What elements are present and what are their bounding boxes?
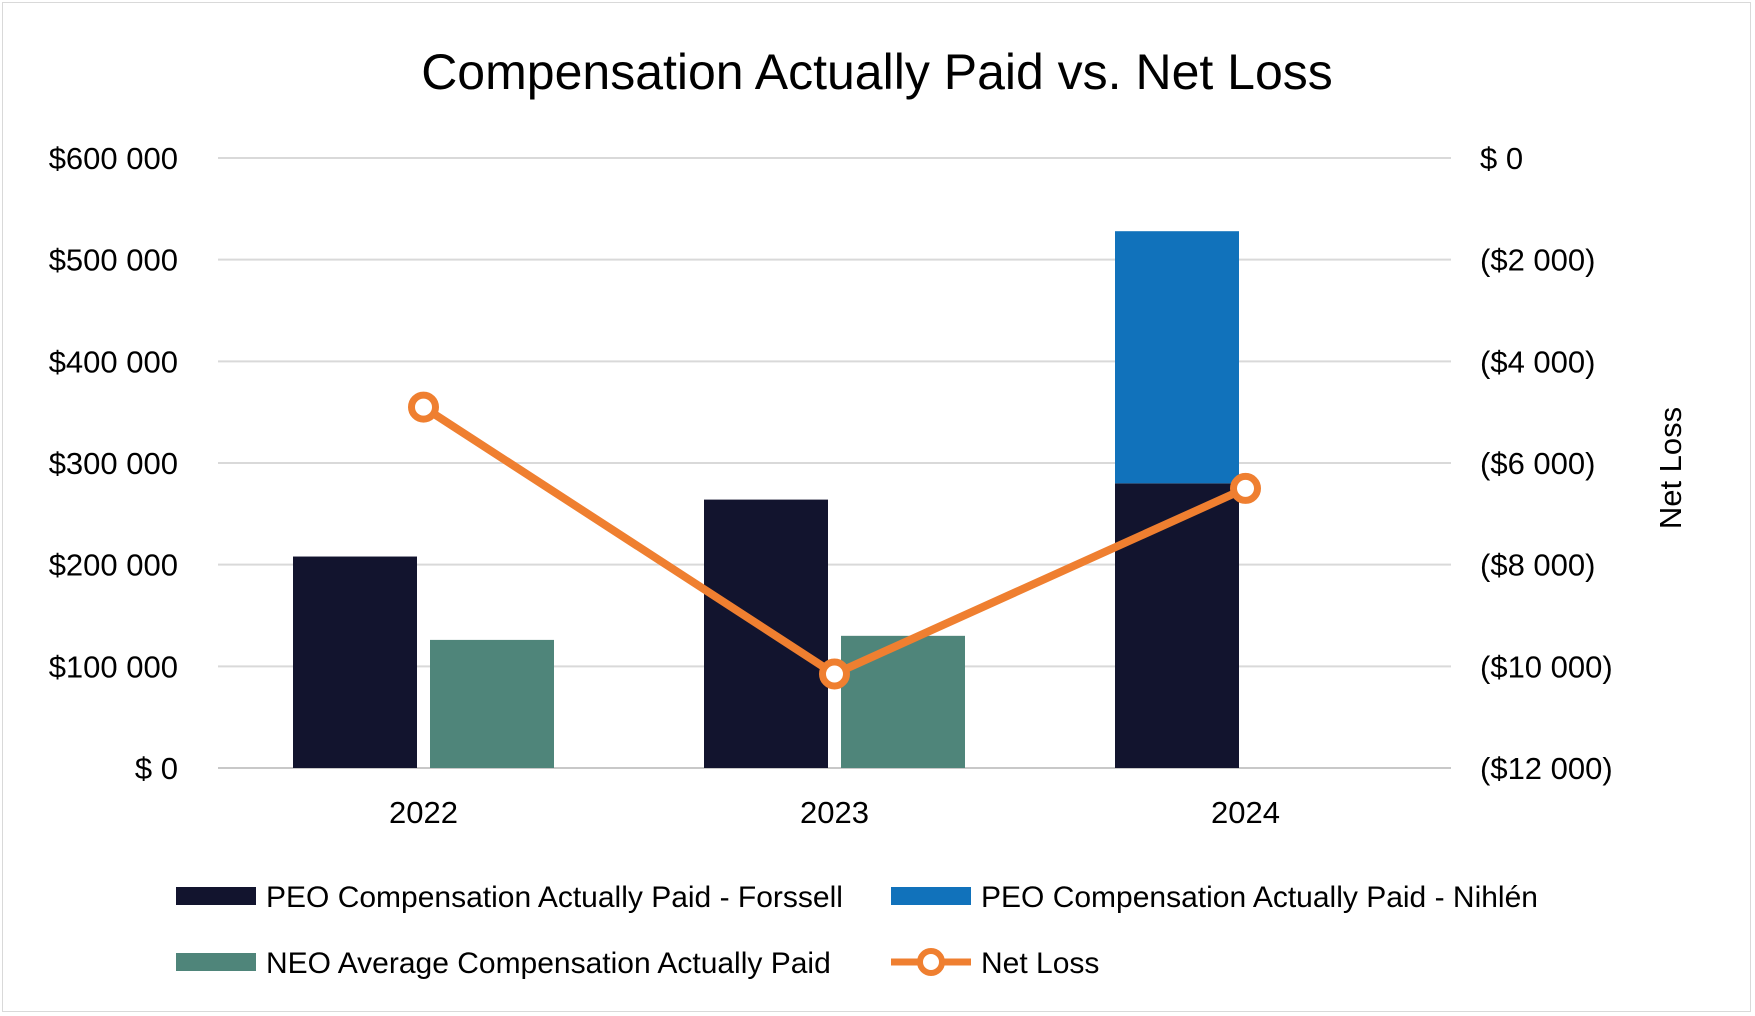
chart-title: Compensation Actually Paid vs. Net Loss bbox=[421, 44, 1333, 100]
left-axis-tick-label: $600 000 bbox=[49, 141, 178, 176]
right-axis-tick-label: ($10 000) bbox=[1480, 649, 1613, 684]
net-loss-point-2023 bbox=[819, 658, 850, 690]
right-axis-tick-label: ($2 000) bbox=[1480, 243, 1595, 278]
bar-0-2024 bbox=[1115, 483, 1239, 768]
bar-2-2023 bbox=[841, 635, 965, 768]
legend-label: PEO Compensation Actually Paid - Forssel… bbox=[266, 881, 843, 914]
right-axis-tick-label: ($8 000) bbox=[1480, 548, 1595, 583]
net-loss-point-2022 bbox=[408, 391, 439, 423]
left-axis-tick-label: $100 000 bbox=[49, 649, 178, 684]
left-axis-ticks: $ 0 $100 000 $200 000 $300 000 $400 000 $500 … bbox=[49, 141, 178, 786]
right-axis-tick-label: $ 0 bbox=[1480, 141, 1523, 176]
x-axis-ticks: 2022 2023 2024 bbox=[389, 795, 1280, 830]
gridlines bbox=[218, 157, 1451, 769]
right-axis-tick-label: ($6 000) bbox=[1480, 446, 1595, 481]
net-loss-line-series bbox=[408, 391, 1261, 690]
chart-canvas: Compensation Actually Paid vs. Net Loss … bbox=[49, 44, 1688, 980]
left-axis-tick-label: $ 0 bbox=[135, 751, 178, 786]
legend-label: Net Loss bbox=[981, 947, 1099, 980]
x-axis-tick-label: 2024 bbox=[1211, 795, 1280, 830]
right-axis-ticks: ($12 000) ($10 000) ($8 000) ($6 000) ($4 00… bbox=[1480, 141, 1613, 786]
legend-swatch bbox=[176, 887, 256, 905]
bar-2-2022 bbox=[430, 639, 554, 768]
legend-marker bbox=[917, 948, 945, 976]
bar-0-2022 bbox=[293, 556, 417, 768]
right-axis-tick-label: ($12 000) bbox=[1480, 751, 1613, 786]
x-axis-tick-label: 2022 bbox=[389, 795, 458, 830]
right-axis-label: Net Loss bbox=[1653, 407, 1688, 529]
left-axis-tick-label: $400 000 bbox=[49, 344, 178, 379]
legend: PEO Compensation Actually Paid - Forssel… bbox=[176, 881, 1538, 980]
left-axis-tick-label: $500 000 bbox=[49, 243, 178, 278]
legend-label: NEO Average Compensation Actually Paid bbox=[266, 947, 831, 980]
bar-1-2024 bbox=[1115, 231, 1239, 484]
legend-label: PEO Compensation Actually Paid - Nihlén bbox=[981, 881, 1538, 914]
left-axis-tick-label: $300 000 bbox=[49, 446, 178, 481]
right-axis-tick-label: ($4 000) bbox=[1480, 344, 1595, 379]
left-axis-tick-label: $200 000 bbox=[49, 548, 178, 583]
legend-swatch bbox=[176, 953, 256, 971]
bars bbox=[293, 231, 1239, 768]
legend-swatch bbox=[891, 887, 971, 905]
net-loss-point-2024 bbox=[1230, 472, 1261, 504]
x-axis-tick-label: 2023 bbox=[800, 795, 869, 830]
